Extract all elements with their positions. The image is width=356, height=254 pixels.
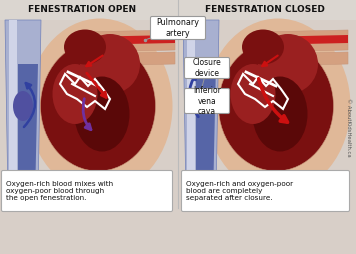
Text: FENESTRATION CLOSED: FENESTRATION CLOSED	[205, 6, 325, 14]
Ellipse shape	[52, 64, 98, 124]
Ellipse shape	[80, 34, 140, 94]
Polygon shape	[9, 20, 17, 199]
Polygon shape	[258, 52, 348, 66]
Polygon shape	[187, 20, 195, 199]
Polygon shape	[183, 20, 219, 199]
Text: Oxygen-rich blood mixes with
oxygen-poor blood through
the open fenestration.: Oxygen-rich blood mixes with oxygen-poor…	[6, 181, 113, 201]
Polygon shape	[80, 35, 175, 45]
Polygon shape	[196, 64, 216, 199]
Polygon shape	[5, 20, 41, 199]
Ellipse shape	[74, 76, 130, 151]
FancyBboxPatch shape	[184, 57, 230, 78]
Ellipse shape	[190, 88, 212, 104]
Text: FENESTRATION OPEN: FENESTRATION OPEN	[28, 6, 136, 14]
Ellipse shape	[242, 29, 284, 65]
Ellipse shape	[252, 76, 308, 151]
FancyBboxPatch shape	[184, 88, 230, 114]
Polygon shape	[266, 164, 286, 199]
Text: Closure
device: Closure device	[193, 58, 221, 78]
Ellipse shape	[258, 34, 318, 94]
Ellipse shape	[193, 91, 209, 101]
Polygon shape	[88, 164, 108, 199]
FancyBboxPatch shape	[182, 170, 350, 212]
Ellipse shape	[13, 91, 33, 121]
Ellipse shape	[205, 19, 351, 194]
Polygon shape	[80, 30, 175, 52]
Polygon shape	[80, 52, 175, 66]
FancyBboxPatch shape	[1, 170, 173, 212]
Ellipse shape	[219, 41, 334, 171]
Text: Oxygen-rich and oxygen-poor
blood are completely
separated after closure.: Oxygen-rich and oxygen-poor blood are co…	[186, 181, 293, 201]
Ellipse shape	[64, 29, 106, 65]
Polygon shape	[258, 35, 348, 45]
Text: © AboutKidsHealth.ca: © AboutKidsHealth.ca	[346, 98, 351, 156]
Ellipse shape	[230, 64, 276, 124]
FancyBboxPatch shape	[0, 0, 356, 20]
Text: Inferior
vena
cava: Inferior vena cava	[193, 86, 221, 116]
Ellipse shape	[197, 93, 205, 99]
Polygon shape	[18, 64, 38, 199]
Ellipse shape	[41, 41, 156, 171]
FancyBboxPatch shape	[151, 17, 205, 40]
Polygon shape	[258, 30, 348, 52]
Ellipse shape	[27, 19, 173, 194]
Text: Pulmonary
artery: Pulmonary artery	[157, 18, 199, 38]
